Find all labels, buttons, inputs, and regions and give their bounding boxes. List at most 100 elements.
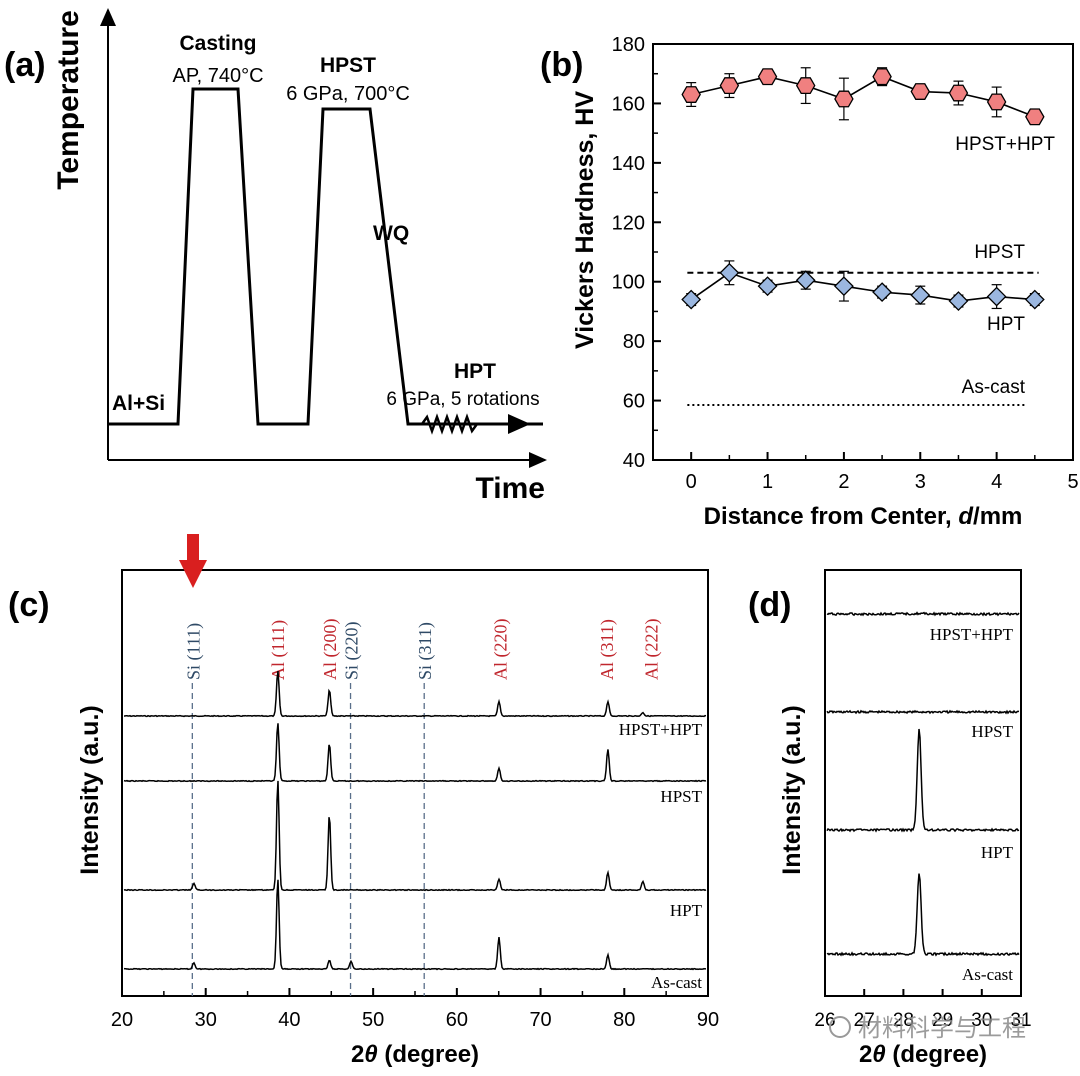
x-tick-label: 60	[446, 1009, 468, 1031]
y-tick-label: 80	[623, 331, 645, 353]
diamond-marker	[986, 286, 1007, 307]
panel-b-y-ticks: 40 60 80 100 120 140 160 180	[612, 34, 661, 472]
x-tick-label: 80	[613, 1009, 635, 1031]
panel-c-ylabel: Intensity (a.u.)	[76, 705, 104, 874]
label-hpst-cond: 6 GPa, 700°C	[286, 83, 410, 105]
hpst-ref-label: HPST	[974, 242, 1025, 263]
si-reference-lines	[191, 683, 425, 996]
hexagon-marker	[757, 68, 778, 86]
x-tick-label: 3	[915, 471, 926, 493]
panel-d-x-ticks: 26 27 28 29 30 31	[814, 989, 1032, 1031]
trace-label: As-cast	[651, 973, 702, 992]
hpst-hpt-series-label: HPST+HPT	[955, 134, 1055, 155]
hpt-series-label: HPT	[987, 314, 1025, 335]
y-tick-label: 120	[612, 212, 645, 234]
diamond-marker	[795, 270, 816, 291]
panel-a: (a) Temperature Time Al+Si Casting AP, 7…	[4, 8, 547, 505]
hexagon-marker	[719, 77, 740, 95]
diamond-marker	[833, 276, 854, 297]
peak-labels: Si (111) Al (111) Al (200) Si (220) Si (311)…	[183, 619, 662, 681]
panel-b-series	[681, 67, 1045, 311]
peak-label: Al (111)	[268, 620, 289, 680]
peak-label: Al (222)	[641, 619, 662, 681]
y-tick-label: 60	[623, 391, 645, 413]
diamond-marker	[757, 276, 778, 297]
xrd-trace	[123, 879, 707, 971]
label-hpt: HPT	[454, 360, 496, 383]
xrd-zoom-trace	[826, 873, 1020, 957]
peak-label: Si (220)	[342, 621, 363, 680]
x-tick-label: 27	[854, 1010, 875, 1031]
xrd-zoom-traces: HPST+HPT HPST HPT As-cast	[826, 611, 1020, 984]
x-tick-label: 50	[362, 1009, 384, 1031]
panel-d-ylabel: Intensity (a.u.)	[778, 705, 806, 874]
hexagon-marker	[948, 84, 969, 102]
trace-label: HPST+HPT	[619, 720, 703, 739]
x-tick-label: 40	[278, 1009, 300, 1031]
panel-a-ylabel: Temperature	[52, 10, 85, 190]
trace-label: HPST	[660, 787, 702, 806]
label-al-si: Al+Si	[112, 392, 165, 415]
trace-label: As-cast	[962, 965, 1013, 984]
xrd-traces: HPST+HPT HPST HPT As-cast	[123, 671, 707, 992]
peak-label: Al (220)	[491, 619, 512, 681]
label-casting: Casting	[179, 32, 256, 55]
process-line	[108, 87, 543, 426]
panel-a-xlabel: Time	[476, 472, 545, 505]
trace-label: HPT	[981, 843, 1014, 862]
diamond-marker	[719, 262, 740, 283]
diamond-marker	[1024, 289, 1045, 310]
trace-label: HPST	[971, 722, 1013, 741]
y-tick-label: 160	[612, 93, 645, 115]
panel-c-xlabel: 2θ (degree)	[351, 1041, 479, 1068]
diamond-marker	[910, 285, 931, 306]
diamond-marker	[948, 291, 969, 311]
x-tick-label: 31	[1010, 1010, 1031, 1031]
x-tick-label: 0	[686, 471, 697, 493]
x-tick-label: 28	[893, 1010, 914, 1031]
x-tick-label: 70	[529, 1009, 551, 1031]
watermark: 材料科学与工程	[829, 1015, 1026, 1042]
x-tick-label: 5	[1067, 471, 1078, 493]
series-line	[690, 75, 1036, 118]
x-tick-label: 4	[991, 471, 1002, 493]
panel-d-tag: (d)	[748, 586, 791, 624]
xrd-trace	[124, 671, 707, 718]
hexagon-marker	[795, 77, 816, 95]
hexagon-marker	[681, 86, 701, 103]
panel-c-x-ticks: 20 30 40 50 60 70 80 90	[111, 988, 719, 1031]
y-tick-label: 100	[612, 272, 645, 294]
panel-b-ylabel: Vickers Hardness, HV	[571, 91, 599, 349]
x-tick-label: 30	[971, 1010, 992, 1031]
xrd-trace	[123, 723, 707, 783]
hexagon-marker	[1025, 108, 1045, 126]
panel-c-tag: (c)	[8, 586, 50, 624]
x-tick-label: 2	[838, 471, 849, 493]
watermark-text: 材料科学与工程	[858, 1015, 1026, 1042]
x-tick-label: 1	[762, 471, 773, 493]
label-hpt-cond: 6 GPa, 5 rotations	[386, 389, 539, 410]
panel-d-frame	[824, 569, 1022, 997]
peak-label: Si (111)	[183, 623, 204, 680]
panel-b-x-ticks: 0 1 2 3 4 5	[652, 452, 1079, 493]
trace-label: HPT	[670, 901, 703, 920]
label-casting-cond: AP, 740°C	[172, 65, 263, 87]
peak-label: Al (200)	[320, 619, 341, 681]
label-hpst: HPST	[320, 54, 376, 77]
panel-a-tag: (a)	[4, 46, 46, 84]
peak-label: Si (311)	[415, 622, 436, 680]
x-tick-label: 20	[111, 1009, 133, 1031]
panel-b-tag: (b)	[540, 46, 583, 84]
panel-d-xlabel: 2θ (degree)	[859, 1041, 987, 1068]
xrd-zoom-trace	[826, 709, 1020, 715]
diamond-marker	[872, 282, 893, 303]
hexagon-marker	[986, 93, 1007, 111]
xrd-zoom-trace	[826, 728, 1020, 833]
x-tick-label: 90	[697, 1009, 719, 1031]
x-tick-label: 30	[195, 1009, 217, 1031]
y-tick-label: 180	[612, 34, 645, 56]
hexagon-marker	[872, 68, 892, 86]
panel-b-xlabel: Distance from Center, d/mm	[704, 503, 1023, 530]
